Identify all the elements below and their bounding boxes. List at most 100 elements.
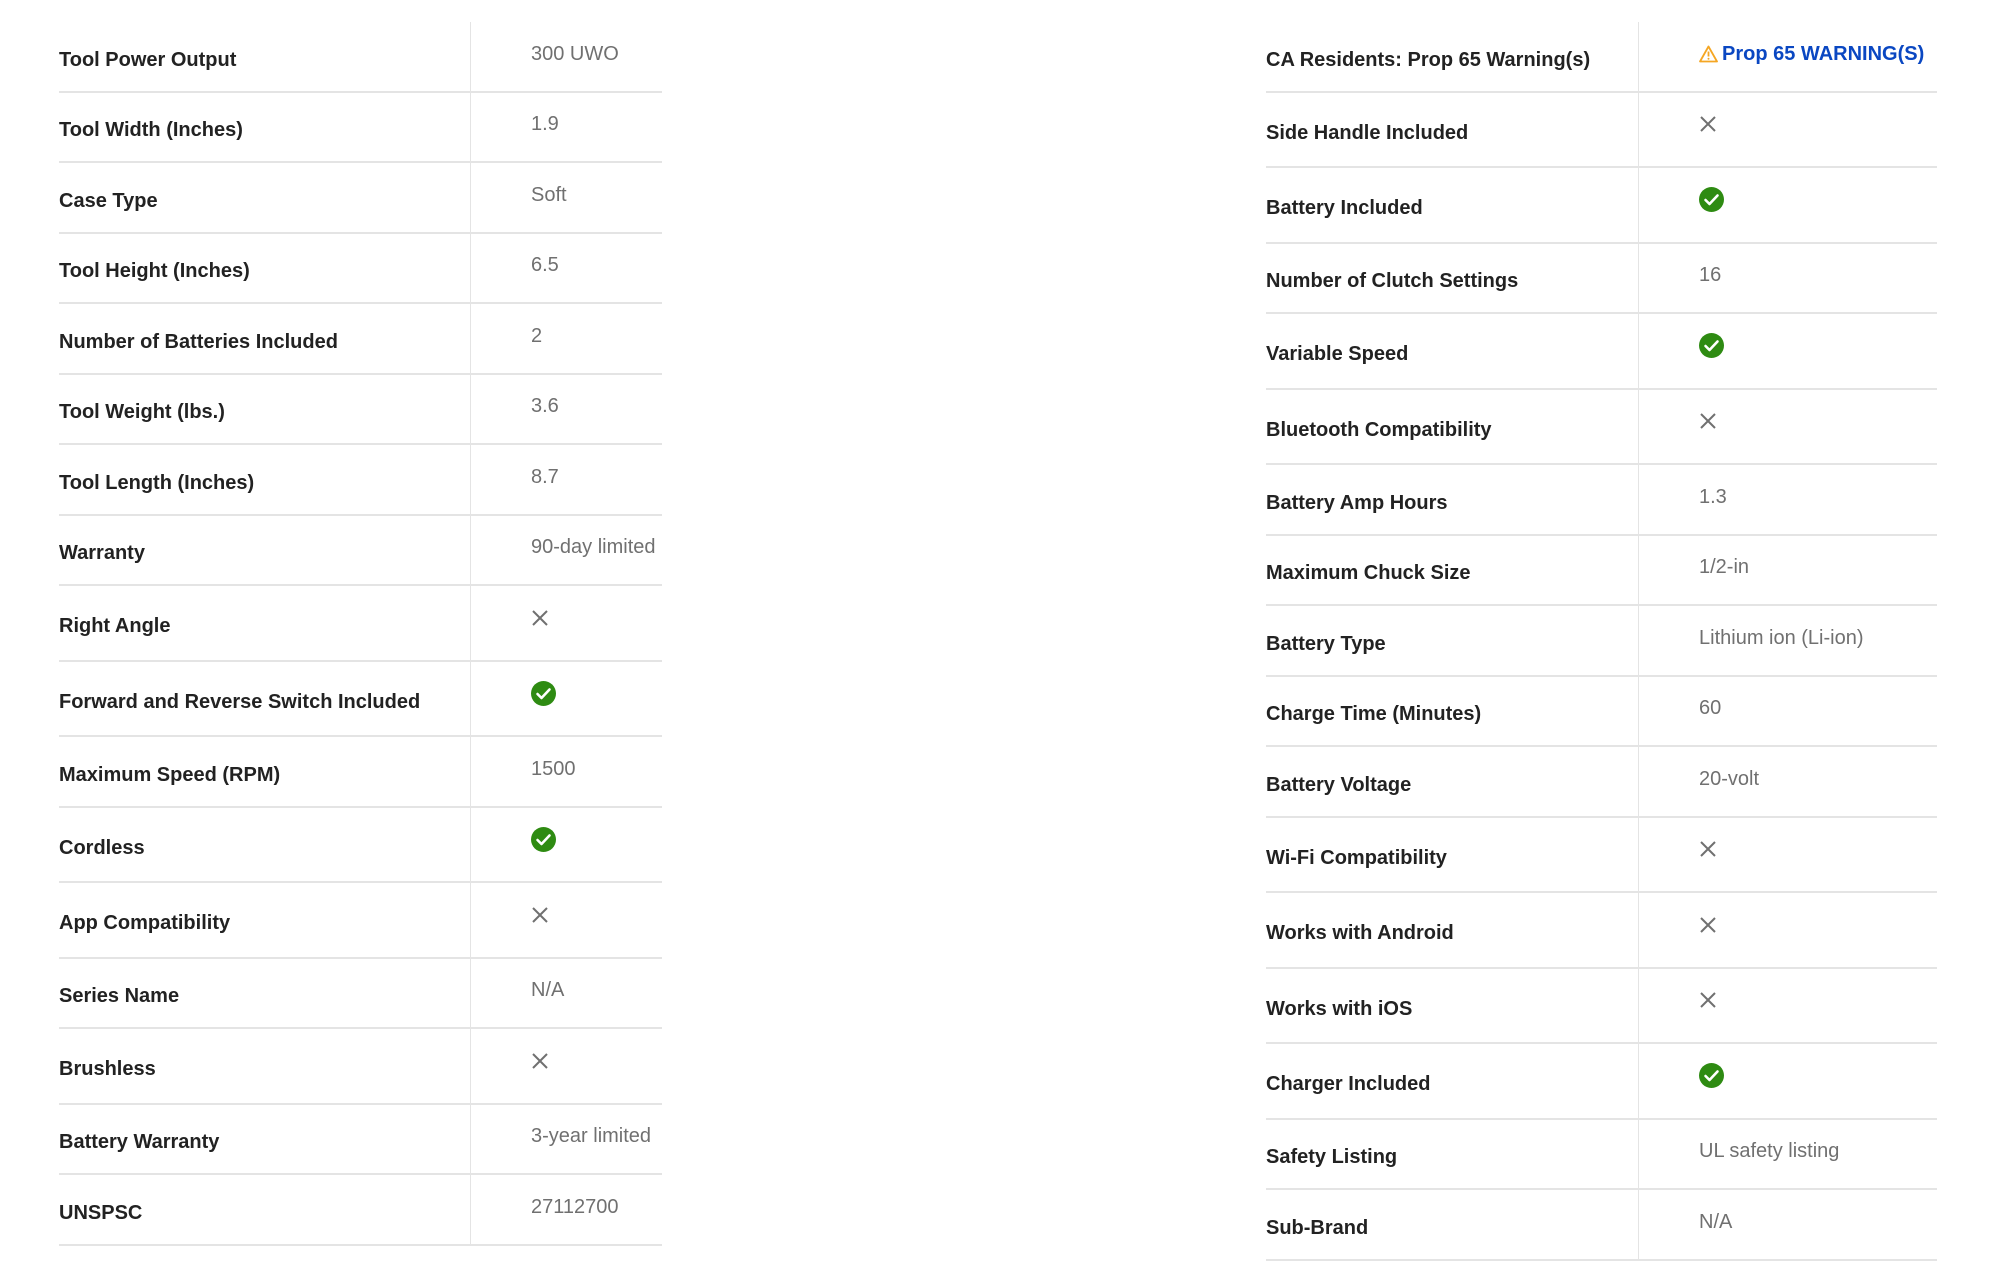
spec-label: Works with iOS bbox=[1266, 997, 1413, 1020]
spec-row-works-with-android: Works with Android bbox=[1266, 893, 1937, 969]
spec-value: 3.6 bbox=[470, 374, 662, 443]
spec-value: 8.7 bbox=[470, 445, 662, 514]
spec-label: Battery Included bbox=[1266, 197, 1423, 220]
spec-value bbox=[1638, 817, 1937, 891]
spec-value: 60 bbox=[1638, 676, 1937, 745]
spec-label: Side Handle Included bbox=[1266, 121, 1469, 144]
check-icon bbox=[1699, 333, 1724, 359]
spec-row-maximum-chuck-size: Maximum Chuck Size 1/2-in bbox=[1266, 535, 1937, 606]
specifications-table-left: Tool Power Output 300 UWO Tool Width (Inch… bbox=[59, 22, 662, 1246]
spec-label: Forward and Reverse Switch Included bbox=[59, 690, 421, 713]
spec-label: Charger Included bbox=[1266, 1073, 1431, 1096]
spec-value: UL safety listing bbox=[1638, 1119, 1937, 1188]
spec-value: 27112700 bbox=[470, 1175, 662, 1244]
x-icon bbox=[1699, 991, 1717, 1009]
spec-label: App Compatibility bbox=[59, 912, 231, 935]
spec-value: N/A bbox=[1638, 1190, 1937, 1259]
check-icon bbox=[531, 826, 556, 852]
spec-value bbox=[470, 807, 662, 881]
x-icon bbox=[1699, 115, 1717, 133]
spec-row-variable-speed: Variable Speed bbox=[1266, 314, 1937, 390]
check-icon bbox=[531, 680, 556, 706]
x-icon bbox=[1699, 412, 1717, 430]
x-icon bbox=[531, 906, 549, 924]
spec-value: 6.5 bbox=[470, 233, 662, 302]
spec-label: Right Angle bbox=[59, 615, 171, 638]
spec-row-tool-height-inches: Tool Height (Inches) 6.5 bbox=[59, 233, 662, 304]
spec-value: 20-volt bbox=[1638, 747, 1937, 816]
spec-label: Case Type bbox=[59, 189, 158, 212]
spec-label: Tool Height (Inches) bbox=[59, 260, 250, 283]
prop-65-link-text: Prop 65 WARNING(S) bbox=[1722, 42, 1925, 65]
spec-row-tool-width-inches: Tool Width (Inches) 1.9 bbox=[59, 92, 662, 163]
spec-label: Bluetooth Compatibility bbox=[1266, 418, 1492, 441]
spec-label: Battery Voltage bbox=[1266, 773, 1412, 796]
x-icon bbox=[1699, 840, 1717, 858]
spec-row-right-angle: Right Angle bbox=[59, 586, 662, 662]
spec-row-wi-fi-compatibility: Wi-Fi Compatibility bbox=[1266, 817, 1937, 893]
spec-label: Maximum Chuck Size bbox=[1266, 562, 1471, 585]
spec-value: N/A bbox=[470, 958, 662, 1027]
spec-row-battery-warranty: Battery Warranty 3-year limited bbox=[59, 1104, 662, 1175]
check-icon bbox=[1699, 187, 1724, 213]
spec-row-app-compatibility: App Compatibility bbox=[59, 883, 662, 959]
spec-value bbox=[470, 661, 662, 735]
spec-row-unspsc: UNSPSC 27112700 bbox=[59, 1175, 662, 1246]
spec-label: Tool Width (Inches) bbox=[59, 119, 243, 142]
spec-label: Safety Listing bbox=[1266, 1146, 1398, 1169]
spec-value: 1.9 bbox=[470, 92, 662, 161]
spec-value bbox=[470, 883, 662, 957]
spec-value: 1500 bbox=[470, 737, 662, 806]
spec-label: Maximum Speed (RPM) bbox=[59, 763, 281, 786]
spec-value: 1.3 bbox=[1638, 465, 1937, 534]
spec-value bbox=[1638, 92, 1937, 166]
spec-value bbox=[1638, 893, 1937, 967]
spec-value: 90-day limited bbox=[470, 515, 662, 584]
spec-label: Tool Length (Inches) bbox=[59, 471, 255, 494]
spec-value: 16 bbox=[1638, 243, 1937, 312]
spec-label: Works with Android bbox=[1266, 922, 1454, 945]
spec-label: CA Residents: Prop 65 Warning(s) bbox=[1266, 48, 1591, 71]
spec-label: Tool Power Output bbox=[59, 48, 237, 71]
spec-label: Tool Weight (lbs.) bbox=[59, 401, 225, 424]
spec-row-tool-weight-lbs: Tool Weight (lbs.) 3.6 bbox=[59, 374, 662, 445]
spec-row-cordless: Cordless bbox=[59, 807, 662, 883]
spec-label: Charge Time (Minutes) bbox=[1266, 703, 1482, 726]
spec-row-works-with-ios: Works with iOS bbox=[1266, 968, 1937, 1044]
spec-row-maximum-speed-rpm: Maximum Speed (RPM) 1500 bbox=[59, 737, 662, 808]
spec-value: 2 bbox=[470, 304, 662, 373]
x-icon bbox=[1699, 916, 1717, 934]
spec-label: Battery Amp Hours bbox=[1266, 491, 1448, 514]
spec-label: Number of Batteries Included bbox=[59, 330, 338, 353]
spec-row-charge-time-minutes: Charge Time (Minutes) 60 bbox=[1266, 676, 1937, 747]
spec-row-battery-type: Battery Type Lithium ion (Li-ion) bbox=[1266, 606, 1937, 677]
spec-label: Series Name bbox=[59, 985, 180, 1008]
spec-value bbox=[1638, 968, 1937, 1042]
spec-row-number-of-batteries-included: Number of Batteries Included 2 bbox=[59, 304, 662, 375]
spec-value: Soft bbox=[470, 163, 662, 232]
spec-label: Cordless bbox=[59, 836, 145, 859]
spec-value bbox=[1638, 314, 1937, 388]
warning-icon bbox=[1699, 45, 1718, 63]
spec-label: UNSPSC bbox=[59, 1201, 143, 1224]
prop-65-warning-link[interactable]: Prop 65 WARNING(S) bbox=[1699, 43, 1924, 66]
spec-label: Brushless bbox=[59, 1058, 156, 1081]
spec-value bbox=[1638, 389, 1937, 463]
spec-value bbox=[1638, 168, 1937, 242]
spec-value: 3-year limited bbox=[470, 1104, 662, 1173]
x-icon bbox=[531, 1052, 549, 1070]
spec-row-warranty: Warranty 90-day limited bbox=[59, 515, 662, 586]
spec-label: Warranty bbox=[59, 542, 145, 565]
spec-row-number-of-clutch-settings: Number of Clutch Settings 16 bbox=[1266, 243, 1937, 314]
spec-label: Battery Warranty bbox=[59, 1131, 220, 1154]
spec-row-battery-amp-hours: Battery Amp Hours 1.3 bbox=[1266, 465, 1937, 536]
spec-value bbox=[470, 1029, 662, 1103]
spec-row-charger-included: Charger Included bbox=[1266, 1044, 1937, 1120]
spec-label: Battery Type bbox=[1266, 632, 1386, 655]
spec-row-battery-voltage: Battery Voltage 20-volt bbox=[1266, 747, 1937, 818]
spec-row-safety-listing: Safety Listing UL safety listing bbox=[1266, 1119, 1937, 1190]
x-icon bbox=[531, 609, 549, 627]
spec-label: Wi-Fi Compatibility bbox=[1266, 846, 1447, 869]
spec-value: 300 UWO bbox=[470, 22, 662, 91]
check-icon bbox=[1699, 1063, 1724, 1089]
